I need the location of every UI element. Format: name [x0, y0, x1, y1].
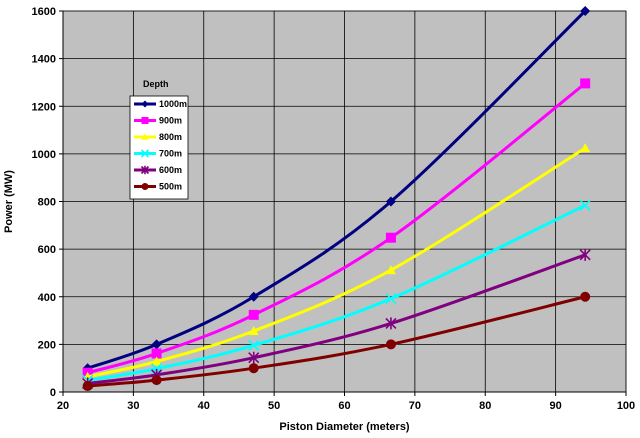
- marker-circle: [82, 381, 93, 392]
- legend-item: 600m: [134, 165, 182, 175]
- series-line: [87, 253, 586, 385]
- x-tick-label: 40: [198, 400, 210, 412]
- marker-star: [385, 317, 397, 330]
- y-tick-label: 200: [38, 339, 56, 351]
- marker-triangle: [248, 326, 259, 336]
- legend-item: 500m: [134, 182, 182, 192]
- series-lines: [82, 6, 591, 392]
- marker-square: [248, 309, 259, 320]
- legend-label: 900m: [159, 116, 182, 126]
- marker-star: [248, 351, 260, 364]
- legend-label: 500m: [159, 182, 182, 192]
- marker-x: [248, 339, 260, 351]
- y-tick-label: 1400: [32, 54, 56, 66]
- y-axis-ticks: 0 200 400 600 800 1000 1200 1400 1600: [32, 6, 63, 399]
- marker-diamond: [141, 100, 149, 108]
- marker-diamond: [151, 339, 162, 350]
- marker-circle: [385, 339, 396, 350]
- x-tick-label: 20: [57, 400, 69, 412]
- legend-box: [129, 95, 189, 200]
- legend-label: 1000m: [159, 99, 187, 109]
- marker-triangle: [385, 265, 396, 275]
- marker-circle: [141, 183, 149, 190]
- series-600m: [82, 248, 591, 390]
- y-axis-title: Power (MW): [3, 170, 15, 233]
- marker-triangle: [151, 356, 162, 366]
- marker-triangle: [141, 133, 149, 140]
- marker-square: [151, 348, 162, 359]
- y-tick-label: 400: [38, 292, 56, 304]
- x-tick-label: 30: [127, 400, 139, 412]
- marker-triangle: [580, 143, 591, 153]
- marker-circle: [580, 291, 591, 302]
- marker-diamond: [580, 6, 591, 16]
- series-line: [87, 295, 586, 388]
- marker-star: [140, 165, 150, 175]
- legend-item: 800m: [134, 132, 182, 142]
- legend-item: 700m: [134, 149, 182, 159]
- legend-label: 700m: [159, 149, 182, 159]
- x-axis-title: Piston Diameter (meters): [279, 421, 410, 433]
- x-tick-label: 80: [479, 400, 491, 412]
- x-tick-label: 70: [409, 400, 421, 412]
- marker-square: [580, 78, 591, 89]
- legend-label: 800m: [159, 132, 182, 142]
- legend-item: 900m: [134, 116, 182, 126]
- x-tick-label: 50: [268, 400, 280, 412]
- marker-circle: [248, 363, 259, 374]
- legend-title: Depth: [143, 79, 169, 89]
- x-tick-label: 100: [617, 400, 635, 412]
- y-tick-label: 800: [38, 197, 56, 209]
- marker-x: [579, 199, 591, 211]
- x-axis-ticks: 20 30 40 50 60 70 80 90 100: [57, 392, 635, 412]
- series-500m: [82, 291, 591, 392]
- y-tick-label: 1200: [32, 101, 56, 113]
- x-tick-label: 60: [338, 400, 350, 412]
- series-line: [87, 146, 586, 379]
- marker-square: [141, 117, 149, 124]
- y-tick-label: 1000: [32, 149, 56, 161]
- series-line: [87, 203, 586, 382]
- x-tick-label: 90: [550, 400, 562, 412]
- legend: Depth 1000m 900m 800m 700m 600m 500m: [129, 79, 189, 200]
- marker-star: [579, 248, 591, 261]
- marker-x: [140, 149, 150, 158]
- marker-square: [385, 232, 396, 243]
- marker-diamond: [248, 291, 259, 302]
- y-tick-label: 0: [50, 387, 56, 399]
- legend-label: 600m: [159, 165, 182, 175]
- legend-item: 1000m: [134, 99, 187, 109]
- y-tick-label: 1600: [32, 6, 56, 18]
- y-tick-label: 600: [38, 244, 56, 256]
- marker-diamond: [385, 196, 396, 207]
- marker-circle: [151, 375, 162, 386]
- marker-x: [385, 293, 397, 305]
